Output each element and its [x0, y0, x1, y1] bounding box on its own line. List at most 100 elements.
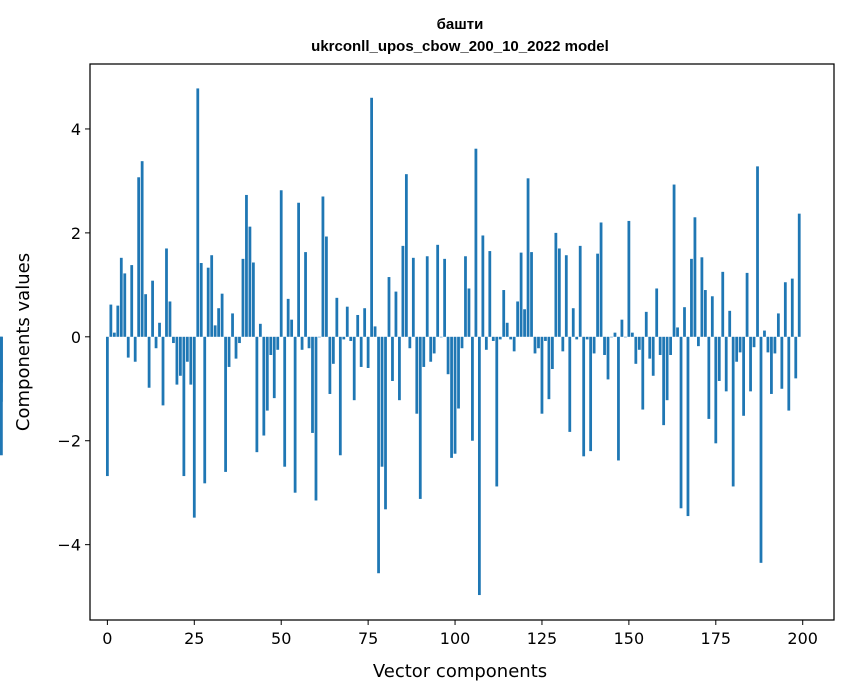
bar — [690, 258, 693, 337]
bar — [220, 293, 224, 337]
bar — [165, 248, 168, 337]
bar — [509, 336, 513, 340]
bar — [637, 336, 641, 350]
bar — [648, 336, 652, 359]
bar — [311, 336, 314, 433]
bar — [133, 336, 137, 362]
bar — [154, 336, 158, 349]
bar — [265, 336, 269, 411]
bar — [408, 336, 412, 349]
bar — [342, 336, 346, 340]
bar — [672, 184, 676, 337]
bar — [787, 336, 791, 411]
bar — [206, 267, 210, 337]
bar — [418, 336, 422, 499]
bar — [703, 290, 707, 337]
bar — [404, 174, 408, 337]
bar — [502, 290, 506, 337]
bar — [731, 336, 735, 487]
bar — [276, 336, 280, 350]
bar — [530, 252, 533, 337]
bar — [318, 336, 321, 338]
bar — [258, 323, 262, 337]
bar — [384, 336, 387, 510]
bar — [370, 97, 373, 337]
bar — [262, 336, 266, 436]
bar — [582, 336, 586, 457]
bar — [272, 336, 276, 399]
chart-title: башти — [437, 16, 484, 33]
bar — [551, 336, 554, 370]
bar — [325, 236, 328, 337]
bar — [790, 278, 794, 337]
bar — [168, 301, 172, 337]
bar — [161, 336, 165, 406]
bar — [665, 336, 669, 401]
bar — [516, 301, 520, 337]
bar — [252, 262, 255, 337]
bar — [422, 336, 426, 367]
bar — [105, 336, 109, 477]
bar — [394, 291, 398, 337]
bar — [123, 273, 127, 337]
bar — [203, 336, 207, 484]
bar — [199, 263, 203, 337]
bar — [724, 336, 728, 392]
bar — [477, 336, 481, 596]
bar — [568, 336, 572, 432]
bar — [314, 336, 318, 501]
bar — [366, 336, 370, 368]
bar — [644, 311, 648, 337]
bar — [175, 336, 179, 385]
bar — [669, 336, 672, 355]
bar — [686, 336, 690, 517]
bar — [491, 336, 495, 341]
y-tick-label: 2 — [71, 224, 81, 243]
bar — [158, 322, 161, 337]
bar — [439, 336, 443, 338]
bar — [544, 336, 547, 341]
bar — [189, 336, 193, 385]
bar — [721, 271, 725, 337]
bar — [471, 336, 474, 441]
bar — [328, 336, 332, 394]
bar — [443, 258, 447, 337]
plot-frame — [89, 63, 835, 621]
bar — [763, 330, 766, 337]
bar — [742, 336, 745, 416]
bar — [227, 336, 231, 367]
bar — [429, 336, 433, 362]
bar — [116, 305, 120, 337]
bar — [398, 336, 401, 401]
bar — [578, 245, 582, 337]
bar — [144, 294, 148, 337]
bar — [238, 336, 241, 344]
bar — [126, 336, 130, 358]
bar — [617, 336, 620, 461]
x-axis-label: Vector components — [373, 661, 547, 682]
bar — [297, 202, 300, 337]
bar — [613, 332, 617, 337]
bar — [592, 336, 596, 354]
bar — [589, 336, 593, 452]
bar — [387, 277, 391, 337]
bar — [738, 336, 742, 353]
bar — [735, 336, 739, 362]
bar — [248, 226, 252, 337]
bar — [651, 336, 655, 376]
bar — [147, 336, 151, 388]
x-axis-ticks: 0 25 50 75 100 125 150 175 200 — [102, 620, 818, 648]
bar — [231, 313, 234, 337]
chart-subtitle: ukrconll_upos_cbow_200_10_2022 model — [311, 38, 609, 55]
bar — [335, 297, 339, 337]
bar — [749, 336, 752, 392]
bar — [547, 336, 551, 400]
bar — [0, 336, 3, 456]
y-tick-label: −4 — [57, 536, 81, 555]
bar — [436, 244, 440, 337]
bar — [279, 190, 283, 337]
bar — [505, 322, 509, 337]
bar — [745, 272, 749, 337]
bar — [707, 336, 711, 419]
bar — [655, 288, 659, 337]
